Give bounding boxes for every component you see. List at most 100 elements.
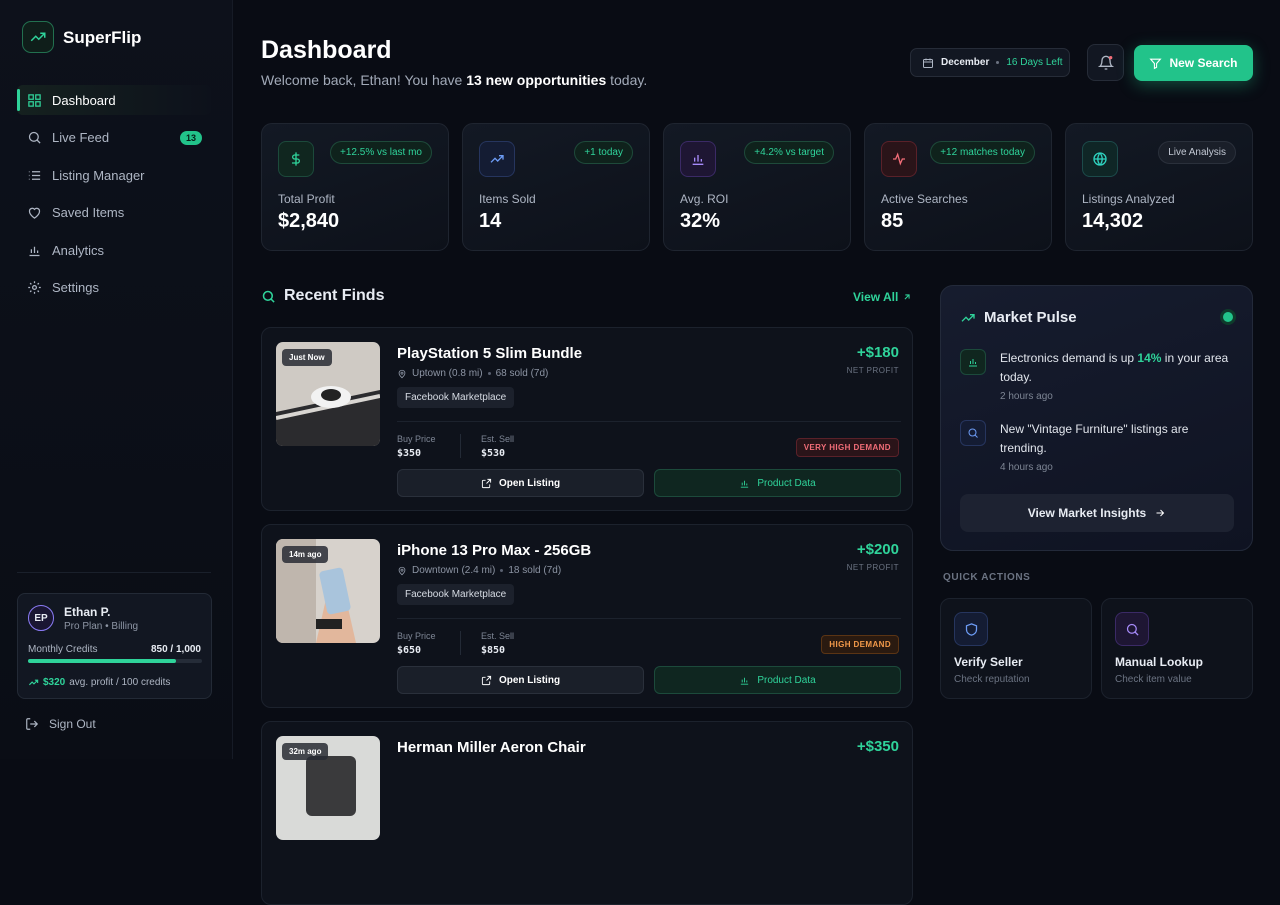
qa-title: Manual Lookup xyxy=(1115,655,1203,669)
buy-price: $650 xyxy=(397,645,422,656)
find-card: 32m ago Herman Miller Aeron Chair +$350 xyxy=(261,721,913,905)
find-marketplace: Facebook Marketplace xyxy=(397,584,515,605)
section-header: Recent Finds xyxy=(261,287,384,305)
nav-item[interactable]: Settings xyxy=(17,273,211,303)
stat-badge: +4.2% vs target xyxy=(744,141,834,164)
live-indicator xyxy=(1223,312,1233,322)
find-image: 32m ago xyxy=(276,736,380,840)
stat-card: +12 matches today Active Searches 85 xyxy=(864,123,1052,251)
stat-icon xyxy=(680,141,716,177)
find-profit-label: NET PROFIT xyxy=(846,366,899,375)
market-insights-button[interactable]: View Market Insights xyxy=(960,494,1234,532)
demand-badge: HIGH DEMAND xyxy=(821,635,899,654)
divider xyxy=(397,618,901,619)
find-title: PlayStation 5 Slim Bundle xyxy=(397,345,583,362)
button-label: Open Listing xyxy=(498,477,561,489)
find-time: Just Now xyxy=(282,349,332,366)
month: December xyxy=(941,57,990,68)
sell-price: $530 xyxy=(481,448,506,459)
nav-item[interactable]: Listing Manager xyxy=(17,160,211,190)
pulse-title: Market Pulse xyxy=(984,309,1077,326)
buy-label: Buy Price xyxy=(397,631,436,641)
find-image: 14m ago xyxy=(276,539,380,643)
avatar: EP xyxy=(28,605,54,631)
pulse-text: New "Vintage Furniture" listings are tre… xyxy=(1000,422,1189,455)
pulse-time: 2 hours ago xyxy=(1000,391,1053,402)
logo xyxy=(22,21,54,53)
nav-label: Analytics xyxy=(52,242,105,258)
welcome-text: Welcome back, Ethan! You have xyxy=(261,72,463,88)
divider xyxy=(17,572,211,573)
sell-price: $850 xyxy=(481,645,506,656)
find-location: Uptown (0.8 mi) xyxy=(412,368,483,379)
stat-badge: +1 today xyxy=(574,141,633,164)
quick-actions-title: QUICK ACTIONS xyxy=(943,572,1031,583)
qa-icon xyxy=(1115,612,1149,646)
avg-profit-text: avg. profit / 100 credits xyxy=(69,677,171,688)
find-profit: +$200 xyxy=(856,541,899,558)
button-label: Open Listing xyxy=(498,674,561,686)
quick-action[interactable]: Verify Seller Check reputation xyxy=(940,598,1092,699)
stat-label: Items Sold xyxy=(479,192,536,206)
app: SuperFlip Dashboard Live Feed 13 Listing Ma… xyxy=(0,0,1253,905)
buy-label: Buy Price xyxy=(397,434,436,444)
stat-label: Total Profit xyxy=(278,192,335,206)
qa-title: Verify Seller xyxy=(954,655,1023,669)
pulse-header: Market Pulse xyxy=(960,309,1077,326)
product-data-button[interactable]: Product Data xyxy=(654,666,901,694)
sign-out[interactable]: Sign Out xyxy=(25,717,96,731)
find-image: Just Now xyxy=(276,342,380,446)
days-left: 16 Days Left xyxy=(1006,57,1063,68)
button-label: View Market Insights xyxy=(1027,506,1147,520)
find-title: Herman Miller Aeron Chair xyxy=(397,739,586,756)
open-listing-button[interactable]: Open Listing xyxy=(397,666,644,694)
find-location: Downtown (2.4 mi) xyxy=(412,565,496,576)
stat-value: 85 xyxy=(881,210,904,232)
nav-item[interactable]: Analytics xyxy=(17,235,211,265)
sell-label: Est. Sell xyxy=(481,631,515,641)
divider xyxy=(460,631,461,655)
stat-icon xyxy=(278,141,314,177)
notifications[interactable] xyxy=(1087,44,1124,81)
qa-subtitle: Check item value xyxy=(1115,674,1192,685)
qa-icon xyxy=(954,612,988,646)
pulse-text-part: in your area today. xyxy=(1000,351,1229,384)
nav-item[interactable]: Live Feed 13 xyxy=(17,123,211,153)
button-label: Product Data xyxy=(757,674,816,686)
user-plan: Pro Plan • Billing xyxy=(64,621,139,632)
stat-card: +1 today Items Sold 14 xyxy=(462,123,650,251)
find-meta: Downtown (2.4 mi) 18 sold (7d) xyxy=(397,565,561,576)
open-listing-button[interactable]: Open Listing xyxy=(397,469,644,497)
user-card[interactable]: EP Ethan P. Pro Plan • Billing Monthly C… xyxy=(17,593,212,699)
sidebar: SuperFlip Dashboard Live Feed 13 Listing Ma… xyxy=(0,0,233,759)
qa-subtitle: Check reputation xyxy=(954,674,1030,685)
divider xyxy=(460,434,461,458)
pulse-text-part: Electronics demand is up xyxy=(1000,351,1135,365)
pulse-icon xyxy=(960,420,986,446)
nav-item[interactable]: Dashboard xyxy=(17,85,211,115)
stat-badge: +12 matches today xyxy=(930,141,1035,164)
date-pill[interactable]: December 16 Days Left xyxy=(910,48,1070,77)
pulse-time: 4 hours ago xyxy=(1000,462,1053,473)
sell-label: Est. Sell xyxy=(481,434,515,444)
pulse-icon xyxy=(960,349,986,375)
stat-icon xyxy=(1082,141,1118,177)
nav-item[interactable]: Saved Items xyxy=(17,198,211,228)
nav-badge: 13 xyxy=(179,130,202,145)
quick-action[interactable]: Manual Lookup Check item value xyxy=(1101,598,1253,699)
stat-card: +4.2% vs target Avg. ROI 32% xyxy=(663,123,851,251)
brand: SuperFlip xyxy=(63,28,142,47)
view-all[interactable]: View All xyxy=(853,290,912,304)
new-search-button[interactable]: New Search xyxy=(1134,45,1253,81)
find-profit: +$350 xyxy=(856,738,899,755)
find-sold: 18 sold (7d) xyxy=(508,565,562,576)
find-meta: Uptown (0.8 mi) 68 sold (7d) xyxy=(397,368,548,379)
credits-bar xyxy=(28,659,176,663)
stat-label: Avg. ROI xyxy=(680,192,729,206)
section-title: Recent Finds xyxy=(284,287,385,304)
find-title: iPhone 13 Pro Max - 256GB xyxy=(397,542,592,559)
find-profit-label: NET PROFIT xyxy=(846,563,899,572)
find-marketplace: Facebook Marketplace xyxy=(397,387,515,408)
product-data-button[interactable]: Product Data xyxy=(654,469,901,497)
welcome: Welcome back, Ethan! You have 13 new opp… xyxy=(261,72,647,88)
